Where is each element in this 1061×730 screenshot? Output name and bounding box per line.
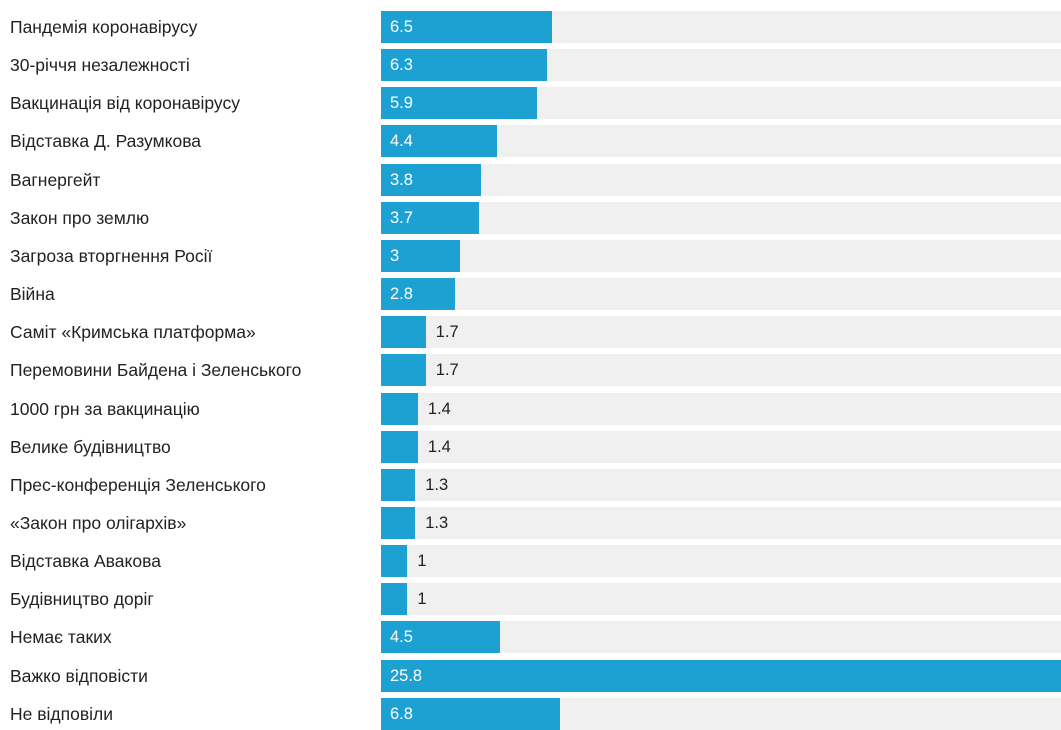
value-label: 1: [417, 552, 427, 570]
value-label: 3.8: [390, 171, 413, 189]
category-label: Перемовини Байдена і Зеленського: [10, 360, 302, 380]
bar-track: [381, 164, 1061, 196]
value-label: 1.4: [427, 438, 451, 456]
bar: [381, 278, 455, 310]
value-label: 6.3: [390, 56, 413, 74]
bar-track: [381, 469, 1061, 501]
bar-track: [381, 240, 1061, 272]
bar: [381, 583, 408, 615]
value-label: 6.8: [390, 705, 413, 723]
category-label: Відставка Д. Разумкова: [10, 131, 202, 151]
bar-row: Не відповіли 6.8: [0, 698, 1061, 730]
value-label: 1.7: [435, 361, 459, 379]
bar-track: [381, 393, 1061, 425]
category-label: 30-річчя незалежності: [10, 55, 190, 75]
bar-row: Будівництво доріг 1: [0, 583, 1061, 615]
bar-row: Немає таких 4.5: [0, 621, 1061, 653]
bar-track: [381, 507, 1061, 539]
bar-row: Прес-конференція Зеленського 1.3: [0, 469, 1061, 501]
category-label: Загроза вторгнення Росії: [10, 246, 213, 266]
bar: [381, 202, 479, 234]
value-label: 1: [417, 590, 427, 608]
value-label: 5.9: [390, 94, 413, 112]
bar: [381, 469, 416, 501]
category-label: Немає таких: [10, 627, 112, 647]
category-label: Відставка Авакова: [10, 551, 161, 571]
bar-row: Відставка Д. Разумкова 4.4: [0, 125, 1061, 157]
bar: [381, 545, 408, 577]
bar: [381, 11, 553, 43]
category-label: Велике будівництво: [10, 437, 171, 457]
bar: [381, 393, 418, 425]
value-label: 4.5: [390, 628, 413, 646]
bar-row: Війна 2.8: [0, 278, 1061, 310]
bar-track: [381, 431, 1061, 463]
bar: [381, 507, 416, 539]
category-label: Закон про землю: [10, 208, 150, 228]
bar-row: Відставка Авакова 1: [0, 545, 1061, 577]
bar-track: [381, 202, 1061, 234]
bar: [381, 87, 537, 119]
bar-row: 30-річчя незалежності 6.3: [0, 49, 1061, 81]
value-label: 1.4: [427, 400, 451, 418]
bar-row: Пандемія коронавірусу 6.5: [0, 11, 1061, 43]
value-label: 25.8: [390, 667, 423, 685]
bar: [381, 125, 497, 157]
bar-track: [381, 278, 1061, 310]
bar: [381, 354, 426, 386]
bar-track: [381, 316, 1061, 348]
value-label: 2.8: [390, 285, 413, 303]
category-label: 1000 грн за вакцинацію: [10, 399, 200, 419]
value-label: 1.7: [435, 323, 459, 341]
category-label: Вакцинація від коронавірусу: [10, 93, 240, 113]
value-label: 4.4: [390, 132, 413, 150]
category-label: Вагнергейт: [10, 170, 101, 190]
bar: [381, 316, 426, 348]
category-label: Саміт «Кримська платформа»: [10, 322, 256, 342]
bar-row: Важко відповісти 25.8: [0, 660, 1061, 692]
value-label: 6.5: [390, 18, 413, 36]
category-label: Важко відповісти: [10, 666, 148, 686]
category-label: Будівництво доріг: [10, 589, 154, 609]
bar: [381, 240, 461, 272]
bar: [381, 164, 482, 196]
bar-row: Вакцинація від коронавірусу 5.9: [0, 87, 1061, 119]
bar-track: [381, 545, 1061, 577]
bar-row: Загроза вторгнення Росії 3: [0, 240, 1061, 272]
bar-row: Закон про землю 3.7: [0, 202, 1061, 234]
bar-track: [381, 583, 1061, 615]
bar-row: Вагнергейт 3.8: [0, 164, 1061, 196]
bar: [381, 49, 548, 81]
bar: [381, 621, 500, 653]
bar: [381, 660, 1061, 692]
category-label: Війна: [10, 284, 55, 304]
bar-row: Саміт «Кримська платформа» 1.7: [0, 316, 1061, 348]
bar: [381, 431, 418, 463]
value-label: 1.3: [425, 476, 449, 494]
value-label: 3.7: [390, 209, 413, 227]
category-label: Пандемія коронавірусу: [10, 17, 198, 37]
bar-track: [381, 354, 1061, 386]
bar-row: «Закон про олігархів» 1.3: [0, 507, 1061, 539]
bar-row: Перемовини Байдена і Зеленського 1.7: [0, 354, 1061, 386]
bar-row: 1000 грн за вакцинацію 1.4: [0, 393, 1061, 425]
category-label: Не відповіли: [10, 704, 114, 724]
category-label: Прес-конференція Зеленського: [10, 475, 266, 495]
value-label: 1.3: [425, 514, 449, 532]
value-label: 3: [390, 247, 400, 265]
category-label: «Закон про олігархів»: [10, 513, 187, 533]
bar-row: Велике будівництво 1.4: [0, 431, 1061, 463]
